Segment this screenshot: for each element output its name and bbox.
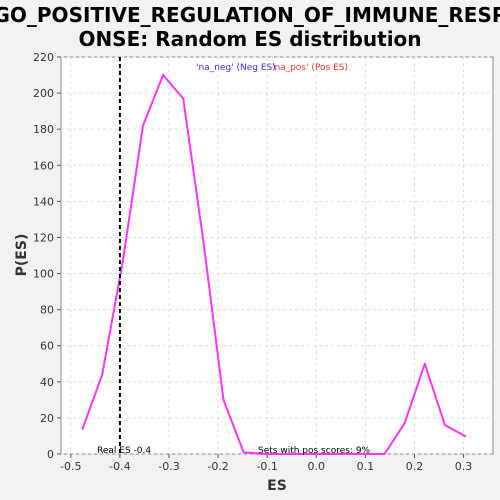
data-point [121,259,124,262]
legend-pos-entry: 'na_pos' (Pos ES) [272,63,348,73]
data-point [363,453,366,455]
data-point [464,434,467,437]
plot-area [60,56,494,455]
x-tick-label: 0.1 [357,460,375,473]
y-tick-label: 100 [33,268,54,281]
y-tick-label: 160 [33,159,54,172]
y-tick-label: 180 [33,123,54,136]
x-tick-label: 0.3 [455,460,473,473]
chart-title-line-2: ONSE: Random ES distribution [78,27,421,51]
data-point [383,453,386,455]
pos-sets-annotation: Sets with pos scores: 9% [258,446,371,456]
data-point [403,422,406,425]
data-point [242,451,245,454]
x-tick-label: -0.2 [207,460,228,473]
data-point [182,97,185,100]
data-point [343,453,346,455]
y-axis-label: P(ES) [14,234,30,277]
data-point [101,373,104,376]
x-tick-label: 0.0 [308,460,326,473]
y-tick-label: 20 [40,412,54,425]
data-point [81,427,84,430]
data-point [222,398,225,401]
y-tick-label: 40 [40,376,54,389]
data-point [323,453,326,455]
data-point [162,74,165,77]
data-point [202,240,205,243]
es-distribution-line [81,74,466,455]
x-tick-label: -0.3 [158,460,179,473]
data-point [303,453,305,455]
data-point [423,362,426,365]
x-axis-label: ES [267,478,287,494]
y-tick-label: 120 [33,231,54,244]
chart-title-line-1: GO_POSITIVE_REGULATION_OF_IMMUNE_RESP [0,3,500,27]
real-es-annotation: Real ES -0.4 [97,446,151,456]
data-point [262,453,265,455]
y-tick-label: 220 [33,51,54,64]
y-tick-label: 60 [40,340,54,353]
y-tick-label: 140 [33,195,54,208]
x-tick-label: -0.1 [256,460,277,473]
legend-neg-entry: 'na_neg' (Neg ES) [196,63,276,73]
x-tick-label: -0.4 [109,460,130,473]
y-tick-label: 0 [47,448,54,461]
axis-ticks: -0.5 -0.4 -0.3 -0.2 -0.1 0.0 0.1 0.2 0.3 0 20 40 60 8… [33,51,472,473]
data-point [141,124,144,127]
x-tick-label: 0.2 [406,460,424,473]
y-tick-label: 80 [40,304,54,317]
series-layer [81,74,467,455]
data-point [282,453,285,455]
x-tick-label: -0.5 [60,460,81,473]
data-point [443,424,446,427]
y-tick-label: 200 [33,87,54,100]
